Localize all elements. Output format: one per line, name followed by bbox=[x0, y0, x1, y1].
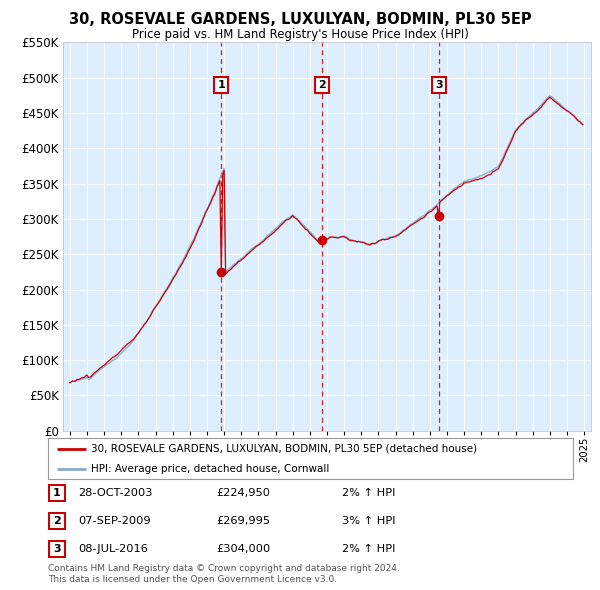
FancyBboxPatch shape bbox=[48, 438, 573, 479]
Text: 1: 1 bbox=[53, 488, 61, 497]
FancyBboxPatch shape bbox=[49, 485, 65, 500]
Text: 2% ↑ HPI: 2% ↑ HPI bbox=[342, 488, 395, 497]
Text: 3% ↑ HPI: 3% ↑ HPI bbox=[342, 516, 395, 526]
Text: 07-SEP-2009: 07-SEP-2009 bbox=[78, 516, 151, 526]
Text: 08-JUL-2016: 08-JUL-2016 bbox=[78, 545, 148, 554]
FancyBboxPatch shape bbox=[49, 513, 65, 529]
Text: £304,000: £304,000 bbox=[216, 545, 270, 554]
Text: 3: 3 bbox=[53, 545, 61, 554]
Text: 3: 3 bbox=[435, 80, 443, 90]
Text: HPI: Average price, detached house, Cornwall: HPI: Average price, detached house, Corn… bbox=[91, 464, 329, 474]
Text: £224,950: £224,950 bbox=[216, 488, 270, 497]
Text: 1: 1 bbox=[217, 80, 225, 90]
Text: This data is licensed under the Open Government Licence v3.0.: This data is licensed under the Open Gov… bbox=[48, 575, 337, 584]
FancyBboxPatch shape bbox=[49, 542, 65, 557]
Text: 30, ROSEVALE GARDENS, LUXULYAN, BODMIN, PL30 5EP (detached house): 30, ROSEVALE GARDENS, LUXULYAN, BODMIN, … bbox=[91, 444, 477, 454]
Text: 28-OCT-2003: 28-OCT-2003 bbox=[78, 488, 152, 497]
Text: £269,995: £269,995 bbox=[216, 516, 270, 526]
Text: Price paid vs. HM Land Registry's House Price Index (HPI): Price paid vs. HM Land Registry's House … bbox=[131, 28, 469, 41]
Text: 30, ROSEVALE GARDENS, LUXULYAN, BODMIN, PL30 5EP: 30, ROSEVALE GARDENS, LUXULYAN, BODMIN, … bbox=[68, 12, 532, 27]
Text: Contains HM Land Registry data © Crown copyright and database right 2024.: Contains HM Land Registry data © Crown c… bbox=[48, 565, 400, 573]
Text: 2% ↑ HPI: 2% ↑ HPI bbox=[342, 545, 395, 554]
Text: 2: 2 bbox=[318, 80, 326, 90]
Text: 2: 2 bbox=[53, 516, 61, 526]
